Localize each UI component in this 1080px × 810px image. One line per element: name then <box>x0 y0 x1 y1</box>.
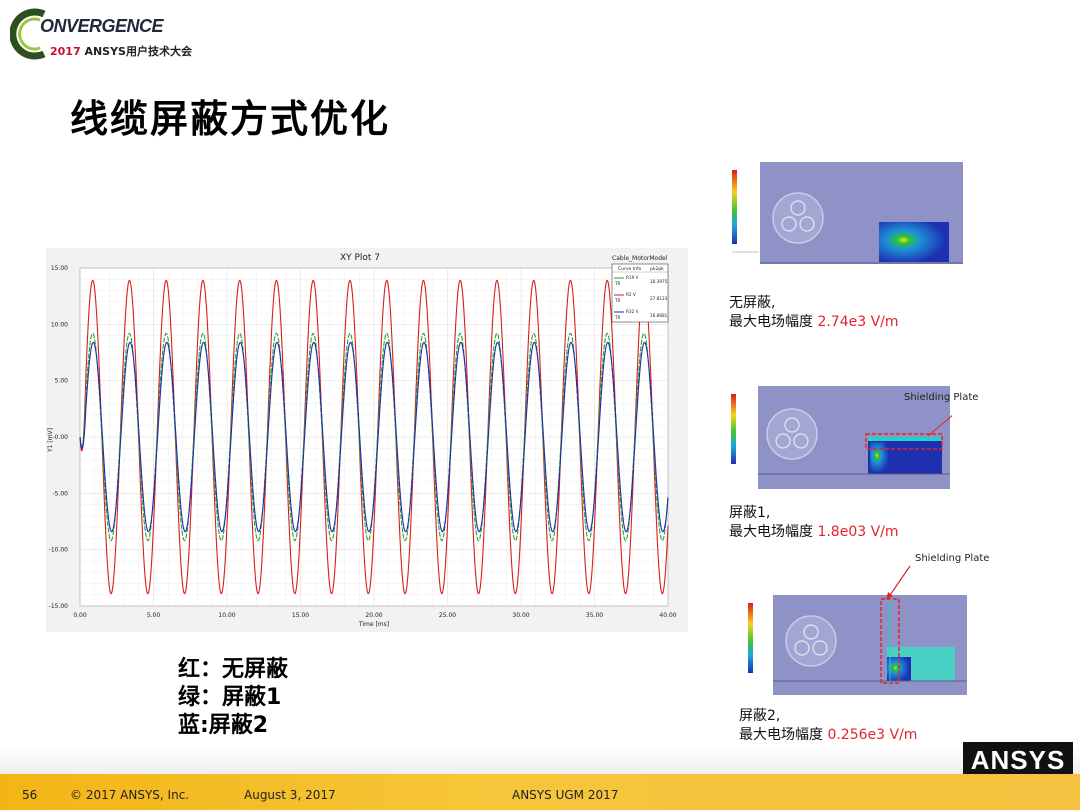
y-tick-label: -0.00 <box>52 434 68 441</box>
logo-wordmark: ONVERGENCE <box>40 16 164 36</box>
colorbar <box>731 394 736 464</box>
page-title: 线缆屏蔽方式优化 <box>70 97 391 141</box>
convergence-logo: ONVERGENCE 2017 ANSYS用户技术大会 <box>10 6 210 64</box>
x-tick-label: 10.00 <box>218 612 235 619</box>
note-red: 红：无屏蔽 <box>178 657 289 682</box>
svg-text:R19 V: R19 V <box>626 275 639 280</box>
x-tick-label: 20.00 <box>365 612 382 619</box>
shield-highlight-box <box>865 433 943 450</box>
note-blue: 蓝:屏蔽2 <box>178 713 269 738</box>
svg-text:TR: TR <box>614 298 621 303</box>
x-tick-label: 0.00 <box>73 612 87 619</box>
field-plot-shield1 <box>728 386 952 490</box>
svg-text:TR: TR <box>614 281 621 286</box>
chart-legend[interactable]: Curve Info pk2pk R19 V TR 18.3975 R2 V T… <box>611 263 669 323</box>
note-green: 绿：屏蔽1 <box>178 685 282 710</box>
colorbar <box>748 603 753 673</box>
caption-shield1: 屏蔽1, 最大电场幅度 1.8e03 V/m <box>729 505 899 540</box>
footer-date: August 3, 2017 <box>244 788 336 802</box>
shield-arrow <box>886 565 911 600</box>
legend-header-curve: Curve Info <box>618 266 641 272</box>
shielding-plate-label-2: Shielding Plate <box>915 553 990 564</box>
legend-entry-r19: R19 V TR 18.3975 <box>614 275 668 286</box>
shielding-plate <box>868 437 942 441</box>
field-plot-shield2 <box>745 593 969 697</box>
svg-text:R2 V: R2 V <box>626 292 636 297</box>
svg-text:18.3975: 18.3975 <box>650 279 668 284</box>
x-tick-label: 30.00 <box>512 612 529 619</box>
chart-title: XY Plot 7 <box>340 253 380 263</box>
x-tick-label: 40.00 <box>659 612 676 619</box>
series-line-r32-v <box>79 341 669 533</box>
footer-event: ANSYS UGM 2017 <box>512 788 619 802</box>
svg-text:16.8681: 16.8681 <box>650 313 668 318</box>
field-value: 0.256e3 V/m <box>827 727 918 743</box>
svg-text:TR: TR <box>614 315 621 320</box>
field-value: 1.8e03 V/m <box>817 524 899 540</box>
caption-no-shield: 无屏蔽, 最大电场幅度 2.74e3 V/m <box>729 295 899 330</box>
copyright: © 2017 ANSYS, Inc. <box>70 788 190 802</box>
x-tick-label: 5.00 <box>147 612 161 619</box>
cable-cross-section <box>766 408 818 460</box>
ansys-logo: ANSYS <box>963 742 1073 778</box>
y-tick-label: -10.00 <box>49 547 69 554</box>
caption-shield2: 屏蔽2, 最大电场幅度 0.256e3 V/m <box>739 708 918 743</box>
color-key-notes: 红：无屏蔽 绿：屏蔽1 蓝:屏蔽2 <box>178 656 288 740</box>
y-tick-label: 15.00 <box>51 265 68 272</box>
legend-entry-r32: R32 V TR 16.8681 <box>614 309 668 320</box>
logo-subtitle: 2017 ANSYS用户技术大会 <box>50 45 192 58</box>
y-tick-label: -15.00 <box>49 603 69 610</box>
x-tick-label: 15.00 <box>292 612 309 619</box>
legend-entry-r2: R2 V TR 27.8123 <box>614 292 668 303</box>
colorbar <box>732 170 737 244</box>
field-value: 2.74e3 V/m <box>817 314 899 330</box>
convergence-ring-icon <box>10 8 46 60</box>
svg-text:27.8123: 27.8123 <box>650 296 668 301</box>
footer-strip <box>0 744 1080 774</box>
cable-cross-section <box>785 615 837 667</box>
chart-design-name: Cable_MotorModel <box>612 255 668 262</box>
x-tick-label: 25.00 <box>439 612 456 619</box>
series-line-r2-v <box>79 279 669 595</box>
y-axis-label: Y1 [mV] <box>47 428 54 453</box>
xy-plot: 0.00 5.00 10.00 15.00 20.00 25.00 30.00 35.00 40… <box>46 248 688 632</box>
xy-plot-svg: 0.00 5.00 10.00 15.00 20.00 25.00 30.00 35.00 40… <box>47 253 677 628</box>
x-tick-label: 35.00 <box>586 612 603 619</box>
field-plot-no-shield <box>729 160 965 280</box>
page-number: 56 <box>22 788 38 802</box>
legend-header-pk2pk: pk2pk <box>650 266 664 272</box>
svg-text:R32 V: R32 V <box>626 309 639 314</box>
series-line-r19-v <box>79 332 669 542</box>
footer-bar: 56 © 2017 ANSYS, Inc. August 3, 2017 ANS… <box>0 774 1080 810</box>
x-axis-label: Time [ms] <box>358 621 389 628</box>
field-hotspot <box>879 222 949 262</box>
shielding-plate-label-1: Shielding Plate <box>904 392 979 403</box>
y-tick-label: 5.00 <box>55 378 69 385</box>
y-tick-label: 10.00 <box>51 321 68 328</box>
y-tick-label: -5.00 <box>52 490 68 497</box>
